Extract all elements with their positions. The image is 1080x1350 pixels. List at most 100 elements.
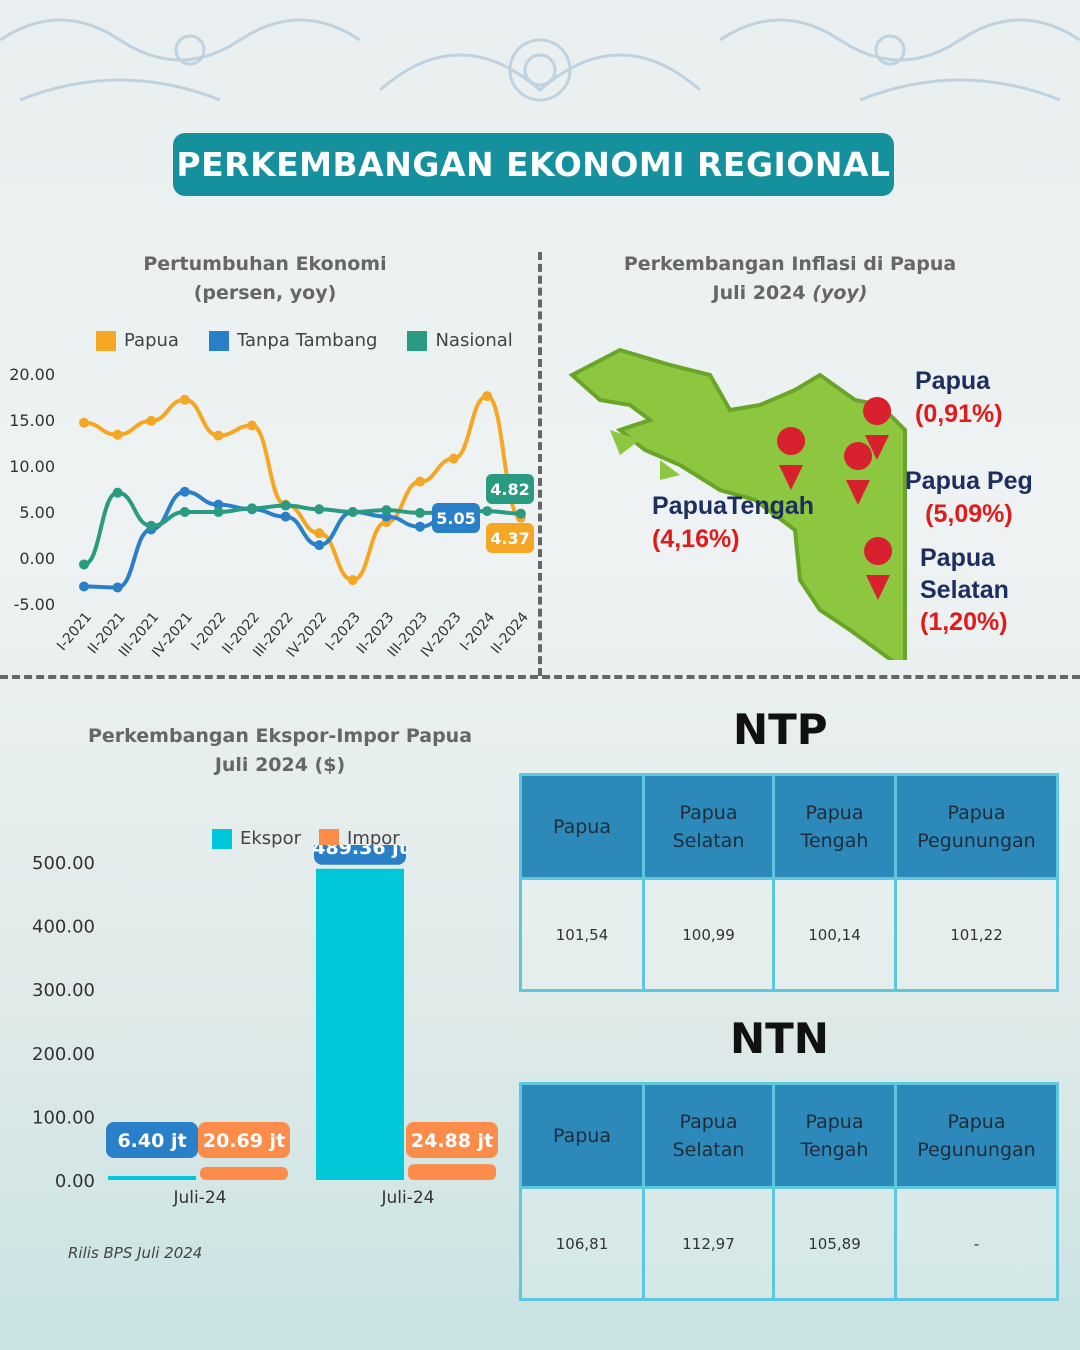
- y-tick-label: 10.00: [9, 457, 55, 476]
- vertical-divider: [538, 252, 542, 676]
- y-tick-label: 200.00: [32, 1044, 95, 1065]
- growth-title-line2: (persen, yoy): [193, 282, 337, 304]
- header-cell: Papua Pegunungan: [894, 773, 1059, 880]
- ntp-title: NTP: [733, 705, 828, 754]
- data-point: [347, 507, 358, 517]
- region-name: PapuaTengah: [652, 492, 815, 520]
- data-point: [515, 508, 526, 519]
- data-label: 4.82: [490, 480, 529, 499]
- header-cell: Papua Selatan: [642, 1082, 775, 1189]
- legend-nasional: Nasional: [407, 330, 513, 351]
- data-point: [415, 521, 425, 532]
- inflation-title-line2: Juli 2024 (yoy): [600, 279, 980, 308]
- data-label: 5.05: [436, 509, 475, 528]
- bar-ekspor: [108, 1175, 196, 1180]
- growth-legend: Papua Tanpa Tambang Nasional: [96, 330, 513, 351]
- data-label-bg: [432, 503, 480, 533]
- header-text: Papua: [805, 1110, 864, 1133]
- data-point: [112, 487, 123, 498]
- data-point: [415, 476, 425, 487]
- island-shape: [610, 430, 680, 480]
- header-cell: Papua: [519, 1082, 645, 1189]
- trade-title-line1: Perkembangan Ekspor-Impor Papua: [87, 725, 473, 747]
- data-label-bg: [486, 523, 534, 553]
- region-inflation: (5,09%): [925, 500, 1013, 528]
- trade-legend: Ekspor Impor: [212, 828, 400, 849]
- data-point: [247, 420, 257, 431]
- trade-title: Perkembangan Ekspor-Impor Papua Juli 202…: [55, 722, 505, 780]
- trade-bar-chart: 500.00 400.00 300.00 200.00 100.00 0.00 Juli-2…: [32, 845, 498, 1208]
- legend-label: Nasional: [435, 330, 513, 351]
- data-point: [247, 503, 257, 514]
- data-point: [213, 430, 224, 441]
- region-inflation: (4,16%): [652, 525, 740, 553]
- value-cell: 105,89: [772, 1186, 897, 1301]
- pin-papua-tengah: [777, 427, 806, 490]
- header-text: Pegunungan: [917, 1138, 1036, 1161]
- y-tick-label: 0.00: [55, 1171, 95, 1192]
- bar-label: 20.69 jt: [203, 1130, 285, 1152]
- label-papua: Papua (0,91%): [915, 365, 1003, 431]
- inflation-title-yoy: (yoy): [812, 282, 868, 304]
- header-cell: Papua Tengah: [772, 773, 897, 880]
- y-tick-label: 0.00: [19, 549, 55, 568]
- legend-label: Papua: [124, 330, 179, 351]
- legend-swatch: [319, 828, 340, 849]
- value-cell: 100,14: [772, 877, 897, 992]
- data-point: [280, 500, 291, 511]
- y-tick-label: 500.00: [32, 853, 95, 874]
- y-tick-label: 400.00: [32, 917, 95, 938]
- label-papua-pegunungan: Papua Peg (5,09%): [905, 465, 1033, 531]
- ornament-decoration: [0, 18, 1080, 102]
- legend-label: Impor: [347, 828, 400, 849]
- header-cell: Papua Tengah: [772, 1082, 897, 1189]
- data-point: [314, 528, 325, 539]
- bar-label-bg: [406, 1122, 498, 1158]
- header-text: Tengah: [800, 829, 869, 852]
- legend-swatch: [96, 330, 116, 351]
- bar-label-bg: [198, 1122, 290, 1158]
- data-point: [448, 453, 459, 464]
- data-point: [112, 582, 123, 593]
- data-point: [79, 581, 89, 592]
- ntn-table: Papua Papua Selatan Papua Tengah Papua Pegu…: [519, 1082, 1059, 1301]
- region-name: Papua: [920, 544, 996, 572]
- header-text: Pegunungan: [917, 829, 1036, 852]
- data-point: [482, 506, 493, 517]
- header-text: Papua: [947, 1110, 1006, 1133]
- data-point: [280, 511, 291, 522]
- ntn-title: NTN: [730, 1014, 829, 1063]
- x-tick-label: Juli-24: [380, 1188, 434, 1208]
- region-name: Papua Peg: [905, 467, 1033, 495]
- data-point: [79, 559, 89, 570]
- papua-map: [568, 347, 907, 660]
- table-row: 106,81 112,97 105,89-: [519, 1186, 1059, 1301]
- header-text: Papua: [553, 1124, 611, 1147]
- data-point: [213, 507, 224, 517]
- pin-papua: [863, 397, 892, 460]
- x-tick-label: Juli-24: [172, 1188, 226, 1208]
- bar-impor: [408, 1164, 496, 1180]
- data-point: [146, 520, 157, 531]
- value-cell: -: [894, 1186, 1059, 1301]
- legend-label: Tanpa Tambang: [236, 330, 378, 351]
- y-tick-label: 300.00: [32, 980, 95, 1001]
- y-tick-label: 5.00: [19, 503, 55, 522]
- header-text: Tengah: [800, 1138, 869, 1161]
- bar-label: 489.36 jt: [312, 845, 408, 859]
- legend-impor: Impor: [319, 828, 400, 849]
- data-label-bg: [486, 474, 534, 504]
- label-papua-selatan: Papua Selatan (1,20%): [920, 542, 1009, 638]
- region-inflation: (1,20%): [920, 608, 1008, 636]
- bar-ekspor: [316, 868, 404, 1180]
- bar-label-bg: [106, 1122, 198, 1158]
- horizontal-divider: [0, 675, 1080, 679]
- header-cell: Papua Pegunungan: [894, 1082, 1059, 1189]
- legend-swatch: [208, 330, 229, 351]
- y-tick-label: 15.00: [9, 411, 55, 430]
- header-cell: Papua Selatan: [642, 773, 775, 880]
- value-cell: 100,99: [642, 877, 775, 992]
- region-name-2: Selatan: [920, 576, 1009, 604]
- inflation-title-date: Juli 2024: [712, 282, 806, 304]
- data-label: 4.37: [490, 529, 529, 548]
